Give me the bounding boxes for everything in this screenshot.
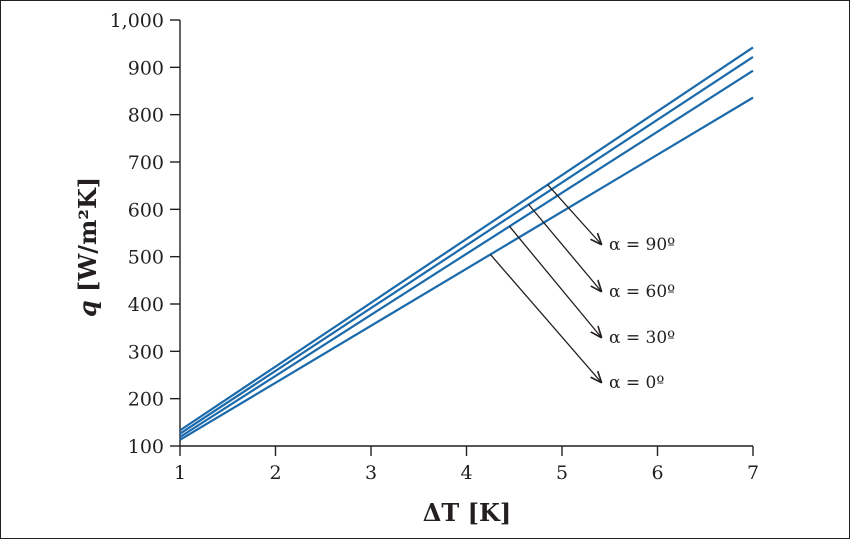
x-axis: 1 2 3 4 5 6 7: [174, 445, 759, 484]
x-tick-label: 2: [269, 462, 281, 484]
y-tick-label: 400: [128, 294, 164, 316]
y-tick-label: 700: [128, 152, 164, 174]
x-tick-label: 5: [556, 462, 568, 484]
x-tick-label: 7: [747, 462, 759, 484]
series-line-0: [179, 46, 754, 432]
y-tick-label: 100: [128, 436, 164, 458]
x-tick-label: 3: [365, 462, 377, 484]
annotation-label: α = 30º: [609, 328, 675, 348]
y-tick-label: 300: [128, 341, 164, 363]
x-tick-label: 6: [651, 462, 663, 484]
y-tick-label: 200: [128, 389, 164, 411]
y-axis-title: q [W/m²K]: [73, 177, 102, 317]
annotation-label: α = 60º: [609, 282, 675, 302]
series-line-1: [179, 56, 754, 435]
x-axis-title: ΔT [K]: [423, 498, 511, 527]
y-tick-label: 600: [128, 199, 164, 221]
series-line-2: [179, 69, 754, 438]
series-layer: [179, 46, 754, 441]
series-line-3: [179, 96, 754, 441]
annotation-label: α = 90º: [609, 235, 675, 255]
annotation-label: α = 0º: [609, 373, 664, 393]
x-tick-label: 4: [460, 462, 472, 484]
y-tick-label: 900: [128, 57, 164, 79]
annotation-arrow: [547, 184, 601, 244]
y-tick-label: 800: [128, 105, 164, 127]
annotation-arrow: [489, 254, 601, 382]
annotation-layer: α = 90º α = 60º α = 30º α = 0º: [489, 184, 675, 393]
y-tick-label: 1,000: [110, 10, 164, 32]
annotation-arrow: [508, 225, 601, 337]
x-tick-label: 1: [174, 462, 186, 484]
annotation-arrow: [528, 204, 601, 291]
y-axis: 100 200 300 400 500 600 700 800 900 1,000: [110, 10, 181, 458]
y-tick-label: 500: [128, 247, 164, 269]
